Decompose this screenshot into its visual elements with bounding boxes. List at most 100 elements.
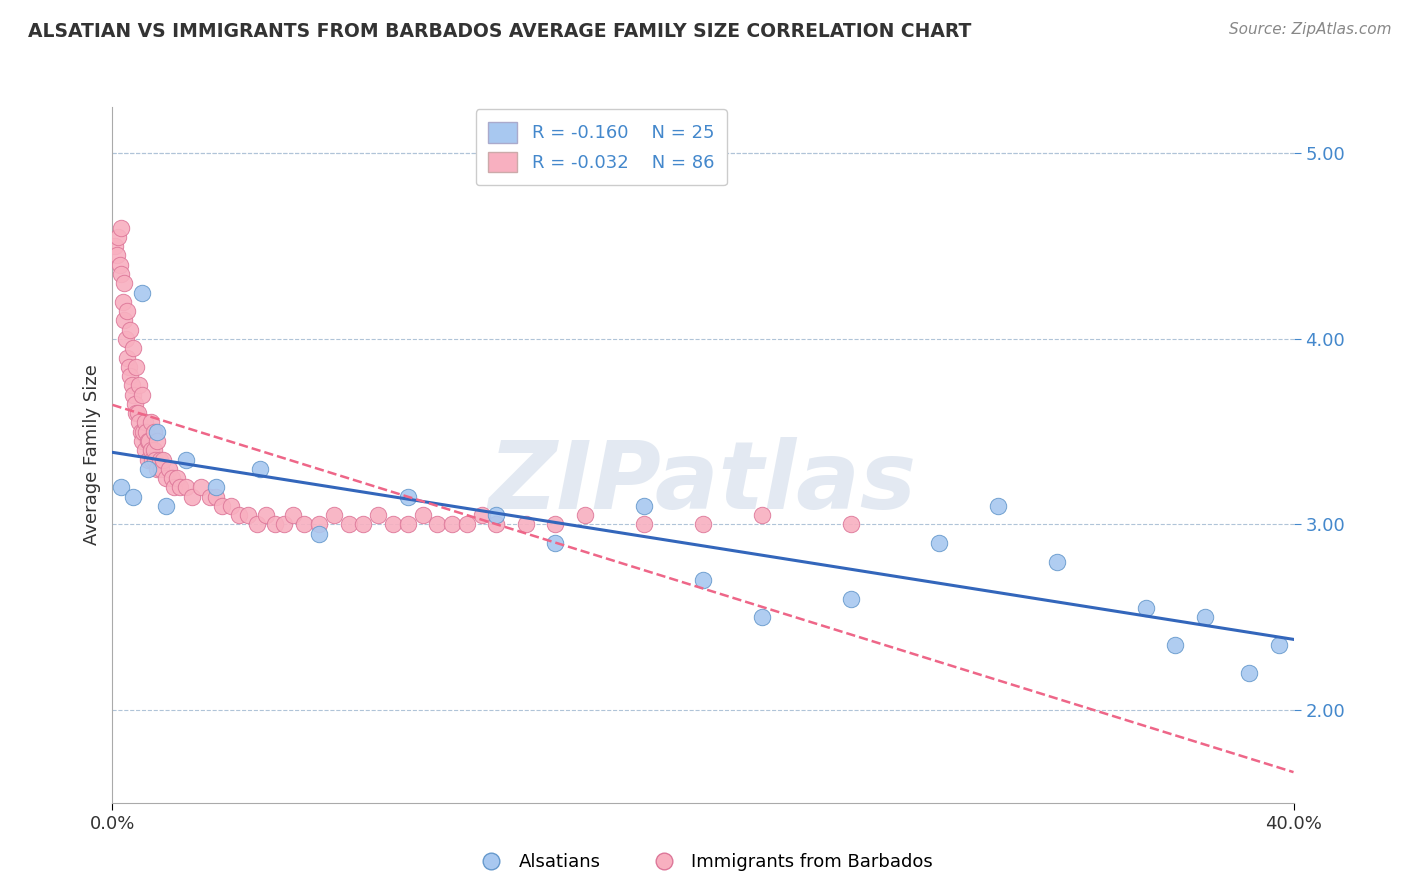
Point: [367, 508, 389, 523]
Point: [155, 471, 177, 485]
Point: [412, 508, 434, 523]
Point: [139, 443, 162, 458]
Legend: Alsatians, Immigrants from Barbados: Alsatians, Immigrants from Barbados: [467, 847, 939, 879]
Point: [254, 508, 277, 523]
Point: [107, 230, 129, 244]
Point: [190, 480, 212, 494]
Point: [121, 378, 143, 392]
Point: [157, 462, 180, 476]
Point: [160, 471, 183, 485]
Point: [142, 425, 165, 439]
Point: [751, 508, 773, 523]
Point: [228, 508, 250, 523]
Point: [396, 490, 419, 504]
Point: [146, 434, 169, 448]
Point: [138, 434, 160, 448]
Point: [166, 471, 188, 485]
Point: [515, 517, 537, 532]
Point: [1135, 601, 1157, 615]
Point: [139, 416, 162, 430]
Y-axis label: Average Family Size: Average Family Size: [83, 365, 101, 545]
Text: ZIPatlas: ZIPatlas: [489, 437, 917, 529]
Point: [198, 490, 221, 504]
Text: Source: ZipAtlas.com: Source: ZipAtlas.com: [1229, 22, 1392, 37]
Point: [485, 517, 508, 532]
Point: [128, 378, 150, 392]
Point: [146, 462, 169, 476]
Point: [238, 508, 260, 523]
Point: [136, 462, 159, 476]
Point: [110, 267, 132, 281]
Point: [485, 508, 508, 523]
Point: [219, 499, 242, 513]
Point: [112, 313, 135, 327]
Point: [273, 517, 295, 532]
Point: [128, 416, 150, 430]
Point: [382, 517, 405, 532]
Point: [441, 517, 464, 532]
Point: [127, 406, 149, 420]
Point: [134, 443, 156, 458]
Point: [633, 499, 655, 513]
Point: [337, 517, 360, 532]
Point: [928, 536, 950, 550]
Point: [574, 508, 596, 523]
Point: [281, 508, 304, 523]
Point: [155, 499, 177, 513]
Point: [163, 480, 186, 494]
Point: [308, 517, 330, 532]
Point: [1268, 638, 1291, 652]
Point: [111, 294, 134, 309]
Point: [1046, 555, 1069, 569]
Point: [456, 517, 478, 532]
Point: [470, 508, 494, 523]
Point: [174, 452, 197, 467]
Point: [118, 359, 141, 374]
Point: [633, 517, 655, 532]
Point: [131, 285, 153, 300]
Point: [692, 573, 714, 587]
Point: [544, 517, 567, 532]
Point: [205, 480, 228, 494]
Point: [308, 526, 330, 541]
Point: [114, 332, 136, 346]
Point: [211, 499, 233, 513]
Point: [1239, 665, 1261, 680]
Point: [1194, 610, 1216, 624]
Point: [292, 517, 315, 532]
Point: [246, 517, 269, 532]
Point: [132, 425, 155, 439]
Point: [169, 480, 191, 494]
Point: [141, 452, 163, 467]
Point: [105, 248, 128, 262]
Point: [129, 425, 152, 439]
Point: [110, 480, 132, 494]
Point: [122, 490, 145, 504]
Point: [125, 359, 148, 374]
Point: [146, 425, 169, 439]
Point: [264, 517, 287, 532]
Point: [135, 425, 157, 439]
Point: [112, 277, 135, 291]
Point: [692, 517, 714, 532]
Point: [150, 462, 173, 476]
Point: [839, 591, 862, 606]
Point: [136, 452, 159, 467]
Point: [136, 434, 159, 448]
Point: [396, 517, 419, 532]
Legend: R = -0.160    N = 25, R = -0.032    N = 86: R = -0.160 N = 25, R = -0.032 N = 86: [475, 109, 727, 186]
Point: [152, 452, 174, 467]
Point: [122, 341, 145, 355]
Point: [174, 480, 197, 494]
Point: [120, 369, 142, 384]
Point: [124, 397, 146, 411]
Point: [352, 517, 374, 532]
Point: [143, 452, 166, 467]
Point: [839, 517, 862, 532]
Point: [120, 323, 142, 337]
Point: [134, 416, 156, 430]
Point: [1164, 638, 1187, 652]
Point: [323, 508, 346, 523]
Point: [131, 387, 153, 401]
Point: [117, 304, 138, 318]
